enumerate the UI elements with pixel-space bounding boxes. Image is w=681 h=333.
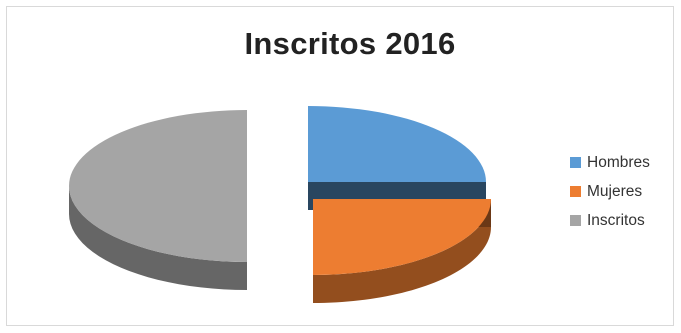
legend-swatch <box>570 215 581 226</box>
legend-swatch <box>570 157 581 168</box>
chart-title: Inscritos 2016 <box>244 26 456 61</box>
legend-item: Hombres <box>570 148 650 177</box>
legend-label: Hombres <box>587 153 650 171</box>
pie-slice-side <box>69 186 247 290</box>
legend-label: Inscritos <box>587 211 645 229</box>
chart-legend: Hombres Mujeres Inscritos <box>570 148 650 235</box>
legend-item: Inscritos <box>570 206 650 235</box>
legend-swatch <box>570 186 581 197</box>
legend-item: Mujeres <box>570 177 650 206</box>
pie-slice-side <box>313 199 491 303</box>
pie-slice-hombres <box>308 106 486 182</box>
pie-slice-inscritos <box>69 110 247 262</box>
pie-slice-mujeres <box>313 199 491 275</box>
legend-label: Mujeres <box>587 182 643 200</box>
